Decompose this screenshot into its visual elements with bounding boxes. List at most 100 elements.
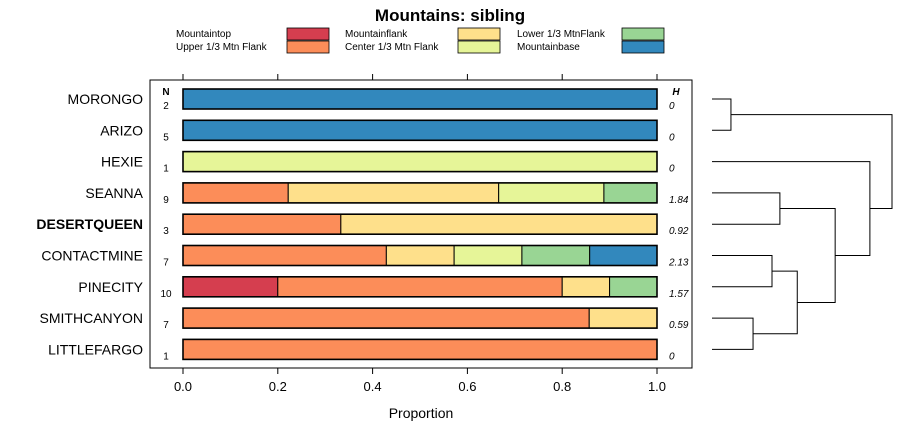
dendrogram [712, 98, 893, 350]
bar-outline [182, 275, 658, 298]
legend-swatch-flank [457, 27, 501, 41]
row-n-value: 1 [163, 351, 169, 362]
row-label: SMITHCANYON [40, 310, 143, 326]
dendrogram-link [779, 208, 836, 303]
bar-outline [182, 338, 658, 361]
legend-swatch-lower [621, 27, 665, 41]
legend-swatch-upper [286, 40, 330, 54]
x-axis-label: Proportion [389, 405, 454, 421]
bar-outline [182, 213, 658, 235]
h-header: H [672, 87, 680, 98]
row-n-value: 7 [163, 320, 169, 331]
legend-label-base: Mountainbase [517, 42, 580, 53]
bar-segment-upper [182, 182, 289, 204]
row-label: CONTACTMINE [41, 248, 143, 264]
bar-segment-center [498, 182, 605, 204]
legend-swatch-base [621, 40, 665, 54]
bar-segment-flank [340, 213, 658, 235]
row-h-value: 0.59 [669, 320, 689, 331]
row-arizo: ARIZO 5 0 [100, 119, 675, 143]
row-contactmine: CONTACTMINE 7 2.13 [41, 244, 689, 269]
bar-segment-base [182, 88, 658, 110]
bar-segment-center [453, 245, 523, 266]
bar-outline [182, 88, 658, 110]
bar-segment-center [182, 151, 658, 173]
row-n-value: 9 [163, 195, 169, 206]
row-label: SEANNA [85, 185, 143, 201]
bar-segment-lower [521, 245, 591, 266]
row-h-value: 0 [669, 132, 675, 143]
row-desertqueen: DESERTQUEEN 3 0.92 [36, 213, 689, 237]
row-n-value: 1 [163, 164, 169, 175]
bar-outline [182, 182, 658, 204]
row-label: PINECITY [78, 279, 143, 295]
row-h-value: 1.84 [669, 195, 689, 206]
dendrogram-link [712, 317, 754, 350]
bar-segment-flank [385, 245, 455, 266]
legend-label-center: Center 1/3 Mtn Flank [345, 42, 439, 53]
x-axis: 0.0 0.2 0.4 0.6 0.8 1.0 [174, 368, 666, 394]
bar-outline [182, 307, 658, 329]
row-label: DESERTQUEEN [36, 216, 143, 232]
row-morongo: MORONGO 2 0 [68, 88, 675, 112]
row-n-value: 7 [163, 258, 169, 269]
top-axis-ticks [182, 74, 658, 80]
plot-panel [149, 79, 693, 369]
bar-segment-upper [277, 276, 563, 298]
x-tick-label: 0.6 [458, 379, 476, 394]
legend-swatch-mountaintop [286, 27, 330, 41]
dendrogram-link [712, 255, 773, 288]
dendrogram-link [712, 98, 732, 131]
legend-label-upper: Upper 1/3 Mtn Flank [176, 42, 268, 53]
dendrogram-link [753, 270, 798, 335]
row-label: LITTLEFARGO [48, 341, 143, 357]
x-tick-label: 1.0 [648, 379, 666, 394]
legend-label-flank: Mountainflank [345, 29, 408, 40]
bar-segment-flank [588, 307, 658, 329]
row-label: ARIZO [100, 122, 143, 138]
row-n-value: 2 [163, 101, 169, 112]
row-smithcanyon: SMITHCANYON 7 0.59 [40, 307, 689, 331]
x-tick-label: 0.2 [269, 379, 287, 394]
x-tick-label: 0.4 [364, 379, 382, 394]
row-h-value: 2.13 [668, 258, 689, 269]
row-n-value: 5 [163, 132, 169, 143]
row-n-value: 3 [163, 226, 169, 237]
bar-segment-mountaintop [182, 276, 279, 298]
x-tick-label: 0.8 [553, 379, 571, 394]
bar-outline [182, 150, 658, 173]
bar-segment-base [182, 119, 658, 141]
legend-label-mountaintop: Mountaintop [176, 29, 231, 40]
row-label: MORONGO [68, 91, 144, 107]
legend-swatch-center [457, 40, 501, 54]
bar-segment-flank [287, 182, 500, 204]
row-n-value: 10 [160, 289, 172, 300]
bar-segment-upper [182, 338, 658, 360]
legend: Mountaintop Mountainflank Lower 1/3 MtnFla… [176, 27, 665, 54]
chart-title: Mountains: sibling [375, 6, 525, 25]
bar-segment-flank [561, 276, 611, 298]
legend-label-lower: Lower 1/3 MtnFlank [517, 29, 606, 40]
x-tick-label: 0.0 [174, 379, 192, 394]
bar-segment-lower [609, 276, 658, 298]
row-label: HEXIE [101, 154, 143, 170]
row-h-value: 0 [669, 164, 675, 175]
bar-outline [182, 244, 658, 267]
dendrogram-link [730, 114, 893, 210]
row-littlefargo: LITTLEFARGO 1 0 [48, 338, 675, 362]
row-seanna: SEANNA 9 1.84 [85, 182, 689, 206]
bar-segment-upper [182, 213, 342, 235]
bar-segment-upper [182, 245, 387, 266]
bar-outline [182, 119, 658, 142]
bar-segment-upper [182, 307, 590, 329]
row-hexie: HEXIE 1 0 [101, 150, 675, 175]
row-h-value: 0 [669, 101, 675, 112]
row-h-value: 0.92 [669, 226, 689, 237]
row-pinecity: PINECITY 10 1.57 [78, 275, 689, 300]
n-header: N [162, 87, 169, 98]
row-h-value: 0 [669, 351, 675, 362]
row-h-value: 1.57 [669, 289, 689, 300]
bar-segment-base [589, 245, 658, 266]
